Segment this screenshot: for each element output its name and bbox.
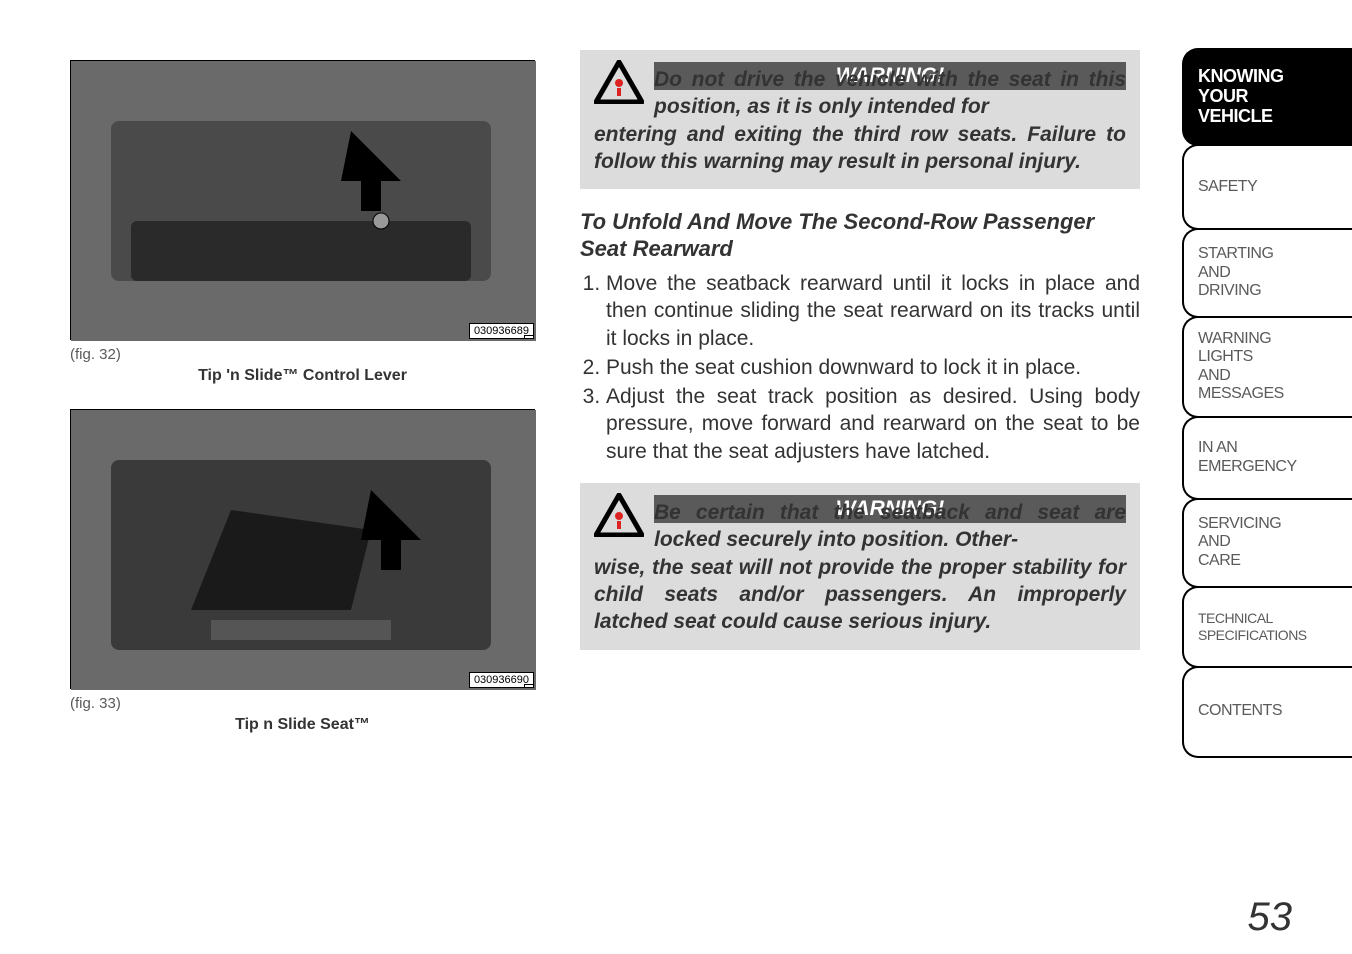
chapter-tabs-sidebar: KNOWINGYOURVEHICLE SAFETY STARTINGANDDRI…: [1160, 0, 1352, 954]
manual-page: 030936689 (fig. 32) Tip 'n Slide™ Contro…: [0, 0, 1352, 954]
tab-technical-specs[interactable]: TECHNICALSPECIFICATIONS: [1182, 586, 1352, 668]
warning-box-2: WARNING! Be certain that the seatback an…: [580, 483, 1140, 649]
tab-label: CONTENTS: [1198, 702, 1282, 720]
tab-label: STARTINGANDDRIVING: [1198, 245, 1273, 300]
warning-1-text: Do not drive the vehicle with the seat i…: [594, 66, 1126, 175]
warning-box-1: WARNING! Do not drive the vehicle with t…: [580, 50, 1140, 189]
instruction-list: Move the seatback rearward until it lock…: [580, 270, 1140, 465]
instruction-step-3: Adjust the seat track position as desire…: [606, 383, 1140, 465]
figure-33-code: 030936690: [469, 672, 534, 688]
right-column: WARNING! Do not drive the vehicle with t…: [560, 0, 1160, 954]
warning-1-text-rest: entering and exiting the third row seats…: [594, 123, 1126, 173]
warning-triangle-icon: [594, 60, 644, 104]
tab-label: WARNINGLIGHTSANDMESSAGES: [1198, 330, 1284, 404]
seat-folded-illustration-icon: [71, 410, 536, 690]
warning-2-text: Be certain that the seatback and seat ar…: [594, 499, 1126, 635]
left-column: 030936689 (fig. 32) Tip 'n Slide™ Contro…: [0, 0, 560, 954]
figure-33-label: (fig. 33): [70, 695, 540, 712]
warning-2-text-indent: Be certain that the seatback and seat ar…: [594, 499, 1126, 554]
tab-label: SAFETY: [1198, 178, 1257, 196]
warning-1-text-indent: Do not drive the vehicle with the seat i…: [594, 66, 1126, 121]
figure-33-image: 030936690: [70, 409, 535, 689]
tabs-container: KNOWINGYOURVEHICLE SAFETY STARTINGANDDRI…: [1182, 48, 1352, 756]
figure-32-caption: Tip 'n Slide™ Control Lever: [70, 367, 535, 385]
tab-contents[interactable]: CONTENTS: [1182, 666, 1352, 758]
tab-starting-driving[interactable]: STARTINGANDDRIVING: [1182, 228, 1352, 318]
figure-33-caption: Tip n Slide Seat™: [70, 716, 535, 734]
instruction-step-1: Move the seatback rearward until it lock…: [606, 270, 1140, 352]
warning-2-text-rest: wise, the seat will not provide the prop…: [594, 556, 1126, 634]
tab-servicing-care[interactable]: SERVICINGANDCARE: [1182, 498, 1352, 588]
figure-32-label: (fig. 32): [70, 346, 540, 363]
tab-emergency[interactable]: IN ANEMERGENCY: [1182, 416, 1352, 500]
instruction-step-2: Push the seat cushion downward to lock i…: [606, 354, 1140, 381]
tab-label: SERVICINGANDCARE: [1198, 515, 1281, 570]
tab-knowing-vehicle[interactable]: KNOWINGYOURVEHICLE: [1182, 48, 1352, 146]
tab-warning-lights[interactable]: WARNINGLIGHTSANDMESSAGES: [1182, 316, 1352, 418]
tab-label: TECHNICALSPECIFICATIONS: [1198, 610, 1307, 642]
warning-triangle-icon: [594, 493, 644, 537]
figure-32-code: 030936689: [469, 323, 534, 339]
tab-safety[interactable]: SAFETY: [1182, 144, 1352, 230]
tab-label: KNOWINGYOURVEHICLE: [1198, 67, 1284, 126]
seat-illustration-icon: [71, 61, 536, 341]
tab-label: IN ANEMERGENCY: [1198, 439, 1297, 476]
section-subheading: To Unfold And Move The Second-Row Passen…: [580, 209, 1140, 262]
figure-32-image: 030936689: [70, 60, 535, 340]
page-number: 53: [1248, 895, 1293, 940]
